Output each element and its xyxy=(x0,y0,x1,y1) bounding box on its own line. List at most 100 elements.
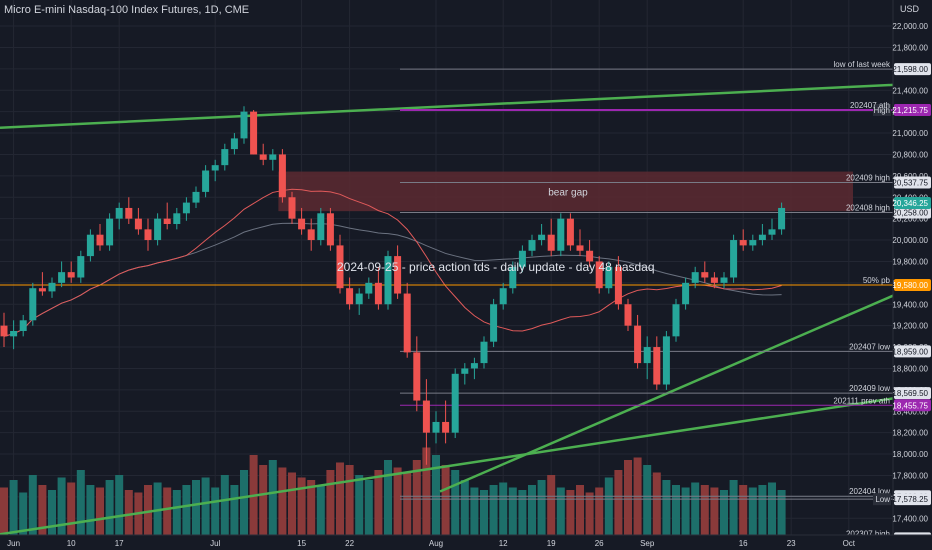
price-tick-label: 18,400.00 xyxy=(892,407,928,416)
volume-bar xyxy=(566,490,575,535)
volume-bar xyxy=(153,482,162,535)
candle-body xyxy=(422,400,430,433)
candle-body xyxy=(86,234,94,257)
candle-body xyxy=(96,234,104,246)
price-tick-label: 18,000.00 xyxy=(892,450,928,459)
level-label: 202408 high xyxy=(846,203,890,212)
candle-body xyxy=(624,304,632,326)
candles xyxy=(0,106,786,465)
candle-body xyxy=(384,256,392,305)
volume-bar xyxy=(57,477,66,535)
volume-bar xyxy=(518,490,527,535)
candle-body xyxy=(614,266,622,305)
ma-20-line xyxy=(3,188,782,337)
volume-bar xyxy=(777,490,786,535)
volume-bar xyxy=(355,475,364,535)
candle-body xyxy=(470,363,478,369)
candle-body xyxy=(394,256,402,294)
candle-body xyxy=(192,191,200,203)
volume-bar xyxy=(422,447,431,535)
price-tick-label: 22,000.00 xyxy=(892,22,928,31)
price-tick-label: 21,800.00 xyxy=(892,43,928,52)
time-tick-label: Sep xyxy=(640,539,655,548)
volume-bars xyxy=(0,447,786,535)
level-label: 202409 high xyxy=(846,174,890,183)
volume-bar xyxy=(307,480,316,535)
candle-body xyxy=(182,202,190,214)
volume-bar xyxy=(681,487,690,535)
volume-bar xyxy=(105,480,114,535)
volume-bar xyxy=(326,470,335,535)
volume-bar xyxy=(115,475,124,535)
volume-bar xyxy=(528,485,536,535)
volume-bar xyxy=(691,482,700,535)
volume-bar xyxy=(393,467,402,535)
candle-body xyxy=(730,240,738,278)
candle-body xyxy=(10,331,18,337)
time-tick-label: Aug xyxy=(429,539,443,548)
candle-body xyxy=(134,218,142,230)
volume-bar xyxy=(19,492,28,535)
price-tick-label: 19,400.00 xyxy=(892,300,928,309)
volume-bar xyxy=(748,487,757,535)
candle-body xyxy=(173,213,181,224)
volume-bar xyxy=(374,470,383,535)
level-label: 202407 ath xyxy=(850,101,890,110)
candle-body xyxy=(230,138,238,150)
candle-body xyxy=(259,154,267,160)
volume-bar xyxy=(86,485,95,535)
price-tag-value: 19,580.00 xyxy=(892,281,928,290)
price-tag-value: 21,598.00 xyxy=(892,65,928,74)
time-tick-label: 10 xyxy=(67,539,76,548)
candle-body xyxy=(634,325,642,364)
volume-bar xyxy=(585,492,594,535)
price-tag-value: 21,215.75 xyxy=(892,106,928,115)
price-tag-value: 18,455.75 xyxy=(892,401,928,410)
level-tag-bg xyxy=(873,493,891,506)
volume-bar xyxy=(624,460,632,535)
price-tick-label: 19,800.00 xyxy=(892,257,928,266)
candle-body xyxy=(758,234,766,241)
volume-bar xyxy=(192,480,200,535)
price-tag xyxy=(894,399,931,412)
candle-body xyxy=(240,111,248,139)
volume-bar xyxy=(441,465,450,535)
price-tag-value: 17,578.25 xyxy=(892,495,928,504)
candle-body xyxy=(211,165,219,171)
candle-body xyxy=(221,149,229,166)
volume-bar xyxy=(67,482,76,535)
candle-body xyxy=(499,288,507,305)
time-tick-label: 16 xyxy=(739,539,748,548)
candle-body xyxy=(403,293,411,353)
candle-body xyxy=(58,272,66,283)
currency-label[interactable]: USD xyxy=(900,4,920,14)
volume-bar xyxy=(460,480,469,535)
candle-body xyxy=(144,229,152,241)
time-tick-label: Jul xyxy=(210,539,220,548)
candle-body xyxy=(566,218,574,246)
volume-bar xyxy=(537,480,546,535)
candle-body xyxy=(346,288,354,305)
candle-body xyxy=(451,373,459,433)
price-tag xyxy=(894,345,931,358)
candle-body xyxy=(749,240,757,246)
volume-bar xyxy=(739,485,748,535)
price-tick-label: 20,200.00 xyxy=(892,215,928,224)
level-label: 202307 high xyxy=(846,529,890,538)
candle-body xyxy=(547,234,555,251)
price-tick-label: 19,200.00 xyxy=(892,322,928,331)
candle-body xyxy=(643,347,651,364)
time-tick-label: 12 xyxy=(499,539,508,548)
level-label: 202404 low xyxy=(849,487,890,496)
volume-bar xyxy=(163,487,172,535)
price-tick-label: 21,400.00 xyxy=(892,86,928,95)
candle-body xyxy=(48,282,56,292)
price-tick-label: 20,000.00 xyxy=(892,236,928,245)
last-price-tag xyxy=(894,197,931,210)
candle-body xyxy=(77,256,85,278)
price-tick-label: 18,800.00 xyxy=(892,364,928,373)
candle-body xyxy=(576,245,584,251)
volume-bar xyxy=(144,485,152,535)
